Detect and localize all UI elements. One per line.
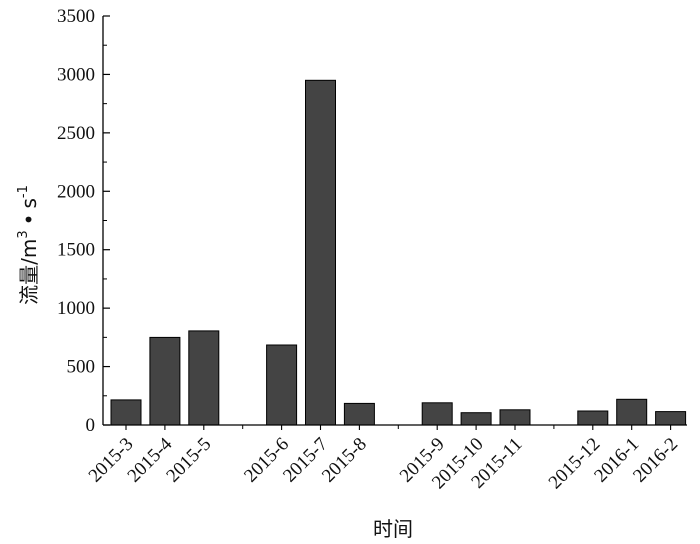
y-tick-label: 500 [67,357,96,378]
bars-group [110,79,687,426]
y-axis-title: 流量/m3•s-1 [16,185,41,305]
bar-2015-9 [421,402,453,426]
x-tick-label: 2016-2 [629,434,682,487]
bar-2015-8 [343,402,375,426]
bar-2015-5 [188,330,220,426]
bar-2015-11 [499,409,531,426]
x-axis-title: 时间 [373,517,413,541]
bar-2015-10 [460,412,492,426]
y-tick-label: 1500 [57,240,95,261]
x-tick-label: 2015-8 [318,434,371,487]
y-tick-label: 3000 [57,64,95,85]
y-tick-label: 2500 [57,123,95,144]
bar-2015-3 [110,399,142,426]
x-tick-label: 2015-5 [162,434,215,487]
y-tick-label: 3500 [57,6,95,27]
bar-2016-1 [616,398,648,426]
bar-2016-2 [655,411,687,426]
x-tick-label: 2015-12 [545,434,605,494]
y-tick-label: 0 [86,415,96,436]
y-tick-label: 2000 [57,181,95,202]
y-ticks-group: 0 500 1000 1500 2000 2500 3000 3500 [57,6,110,436]
bar-2015-7 [305,79,336,426]
y-tick-label: 1000 [57,298,95,319]
bar-2015-12 [577,410,609,426]
bar-2015-6 [266,344,298,426]
bar-2015-4 [149,336,181,426]
